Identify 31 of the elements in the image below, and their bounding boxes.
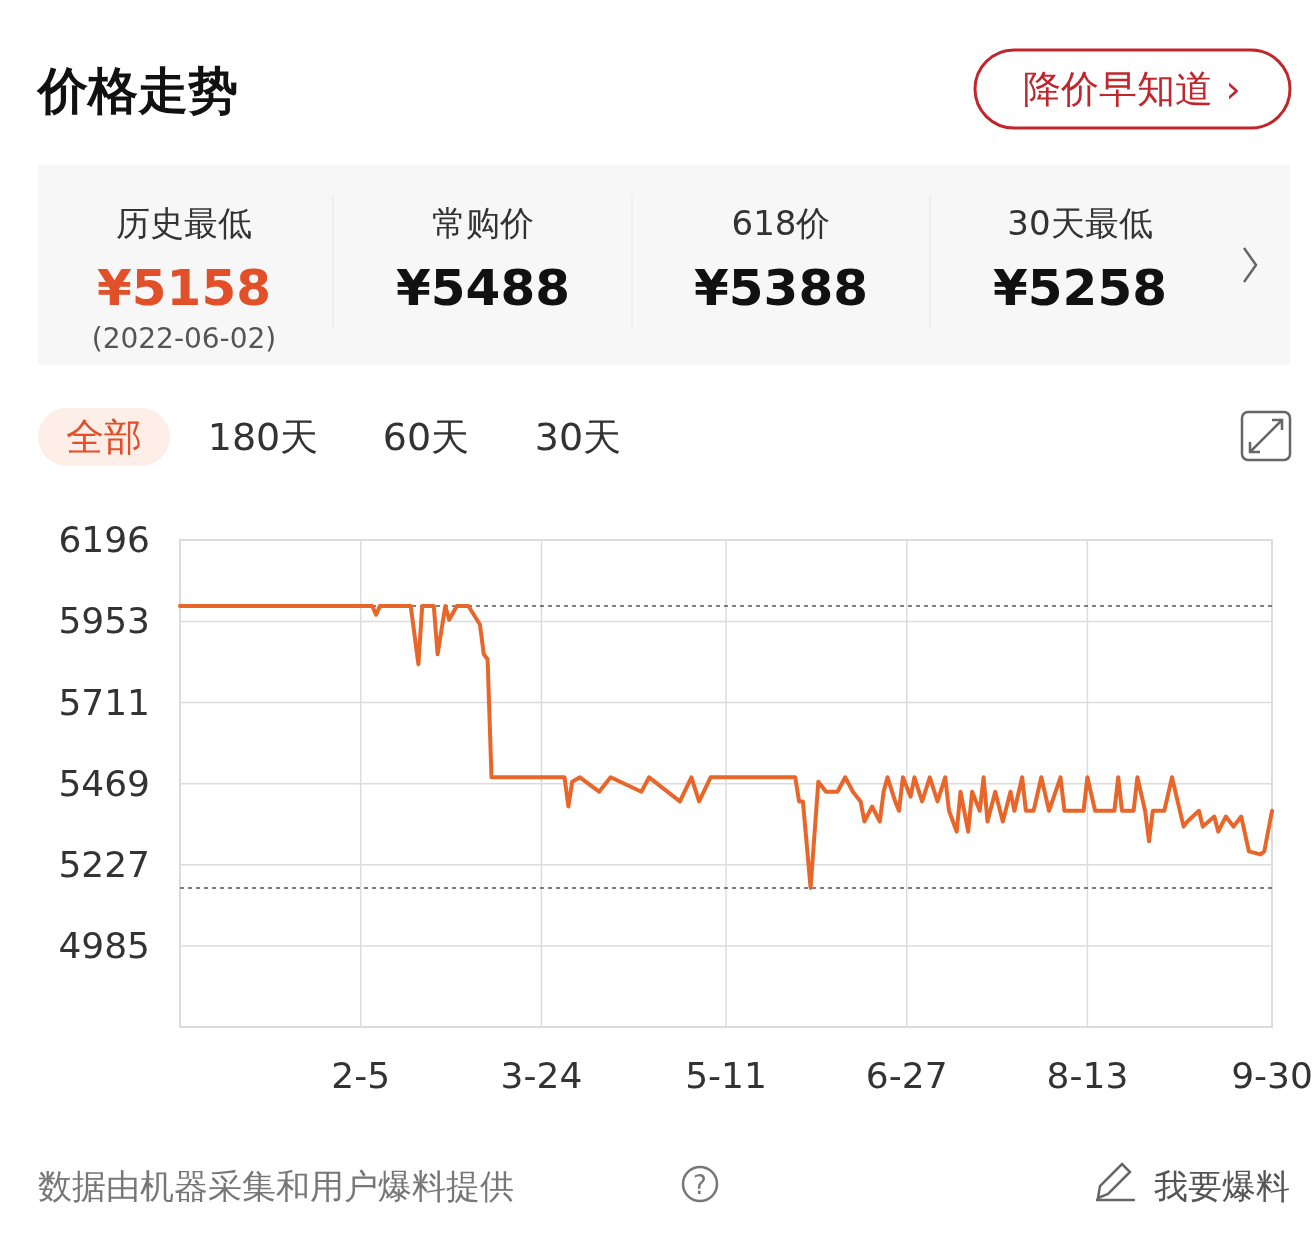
text: 常购价 xyxy=(432,203,534,243)
text: ¥5488 xyxy=(396,259,570,317)
y-tick-label: 5711 xyxy=(58,681,150,723)
y-tick-label: 6196 xyxy=(58,519,150,560)
y-tick-label: 5469 xyxy=(58,762,150,804)
text: 30天最低 xyxy=(1007,203,1153,243)
text: 降价早知道 › xyxy=(1023,67,1241,111)
chart-title: 价格走势 xyxy=(36,62,238,120)
text: 我要爆料 xyxy=(1154,1166,1290,1206)
text: 60天 xyxy=(382,415,470,459)
text: 数据由机器采集和用户爆料提供 xyxy=(38,1166,514,1206)
y-tick-label: 5227 xyxy=(58,843,150,885)
text: ¥5388 xyxy=(694,259,868,317)
y-tick-label: 5953 xyxy=(58,600,150,642)
x-tick-label: 6-27 xyxy=(865,1055,948,1096)
text: ¥5258 xyxy=(993,259,1167,317)
line-series xyxy=(178,604,1274,890)
x-tick-label: 2-5 xyxy=(331,1055,391,1096)
text: 30天 xyxy=(534,415,622,459)
text: 历史最低 xyxy=(116,203,252,243)
y-tick-label: 4985 xyxy=(58,924,150,966)
text: ? xyxy=(693,1170,707,1200)
x-tick-label: 5-11 xyxy=(685,1055,767,1096)
text: (2022-06-02) xyxy=(91,322,277,355)
text: 618价 xyxy=(731,203,831,243)
text: ¥5158 xyxy=(97,259,271,317)
x-tick-label: 3-24 xyxy=(500,1055,583,1096)
x-tick-label: 9-30 xyxy=(1231,1055,1312,1096)
text: 全部 xyxy=(66,415,142,459)
text: 180天 xyxy=(207,415,319,459)
x-tick-label: 8-13 xyxy=(1046,1055,1129,1096)
